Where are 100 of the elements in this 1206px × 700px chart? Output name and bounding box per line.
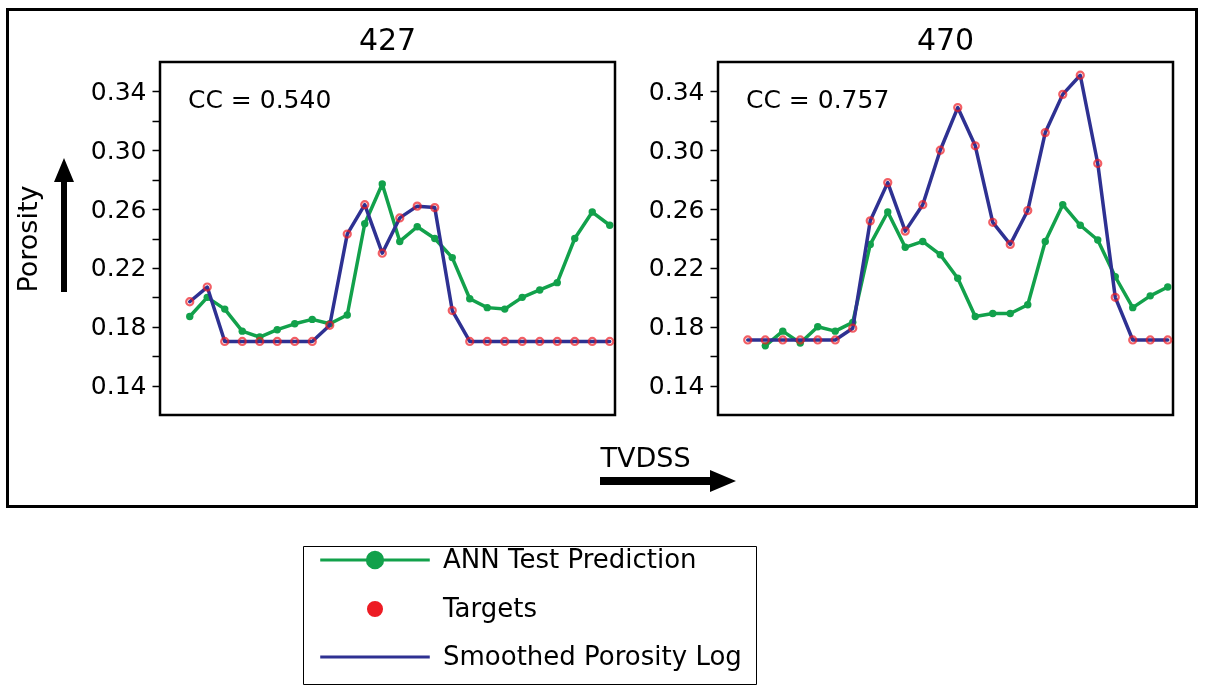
point — [185, 297, 195, 307]
legend-label: ANN Test Prediction — [443, 544, 697, 574]
point — [1146, 292, 1154, 300]
point — [918, 200, 928, 210]
point — [970, 141, 980, 151]
point — [1164, 283, 1172, 291]
point — [378, 180, 386, 188]
point — [500, 336, 510, 347]
point — [202, 282, 212, 292]
point — [238, 327, 246, 335]
point — [255, 336, 265, 347]
point — [447, 305, 457, 316]
point — [501, 305, 509, 313]
y-tick-label: 0.22 — [648, 253, 705, 283]
y-tick-label: 0.30 — [648, 135, 705, 165]
point — [1128, 335, 1138, 345]
point — [1093, 158, 1103, 169]
point — [517, 336, 527, 347]
point — [570, 336, 580, 347]
point — [606, 221, 614, 229]
point — [988, 217, 998, 227]
point — [1005, 239, 1015, 250]
legend-label: Smoothed Porosity Log — [443, 641, 742, 671]
point — [360, 200, 370, 210]
point — [412, 201, 422, 211]
y-tick-label: 0.22 — [90, 253, 147, 283]
y-tick-label: 0.34 — [90, 76, 147, 106]
point — [1075, 70, 1085, 80]
point — [1110, 292, 1120, 302]
point — [848, 323, 858, 333]
point — [1058, 89, 1068, 99]
point — [237, 336, 247, 347]
annotation: CC = 0.757 — [746, 85, 890, 114]
point — [342, 229, 352, 239]
y-tick-label: 0.26 — [90, 194, 147, 224]
point — [396, 237, 404, 246]
point — [553, 278, 561, 287]
point — [571, 234, 579, 243]
point — [1094, 236, 1102, 244]
point — [813, 335, 823, 345]
point — [831, 327, 839, 335]
point — [186, 312, 194, 321]
point — [1129, 303, 1137, 312]
point — [220, 336, 230, 347]
point — [431, 234, 439, 243]
point — [482, 336, 492, 347]
point — [1041, 237, 1049, 246]
point — [290, 336, 300, 347]
point — [552, 336, 562, 347]
point — [1163, 335, 1173, 345]
y-tick-label: 0.14 — [90, 371, 147, 401]
chart-title: 470 — [916, 22, 975, 57]
point — [273, 325, 281, 334]
y-axis-title: Porosity — [11, 185, 43, 293]
point — [308, 315, 316, 324]
point — [954, 274, 962, 282]
point — [536, 286, 544, 294]
point — [1059, 200, 1067, 209]
y-tick-label: 0.26 — [648, 194, 705, 224]
point — [989, 309, 997, 318]
point — [971, 312, 979, 321]
point — [605, 336, 615, 347]
point — [1023, 205, 1033, 216]
point — [221, 305, 229, 313]
point — [935, 145, 945, 155]
point — [1076, 221, 1084, 229]
point — [413, 223, 421, 231]
point — [272, 336, 282, 347]
point — [1040, 127, 1050, 138]
point — [465, 336, 475, 347]
y-tick-label: 0.34 — [648, 76, 705, 106]
point — [588, 208, 596, 216]
legend-label: Targets — [442, 593, 537, 623]
point — [1006, 309, 1014, 318]
annotation: CC = 0.540 — [188, 85, 332, 114]
point — [865, 216, 875, 226]
point — [361, 220, 369, 228]
point — [307, 336, 317, 347]
point — [743, 335, 753, 345]
point — [483, 303, 491, 312]
y-tick-label: 0.14 — [648, 371, 705, 401]
point — [795, 335, 805, 345]
point — [814, 323, 822, 331]
point — [778, 335, 788, 345]
point — [779, 327, 787, 335]
point — [535, 336, 545, 347]
point — [395, 213, 405, 223]
point — [884, 208, 892, 216]
point — [1024, 300, 1032, 309]
y-tick-label: 0.30 — [90, 135, 147, 165]
point — [883, 177, 893, 188]
y-tick-label: 0.18 — [648, 312, 705, 342]
point — [1145, 335, 1155, 345]
point — [901, 243, 909, 252]
point — [377, 248, 387, 258]
point — [587, 336, 597, 347]
point — [448, 253, 456, 262]
point — [936, 250, 944, 259]
point — [760, 335, 770, 345]
point — [900, 226, 910, 236]
